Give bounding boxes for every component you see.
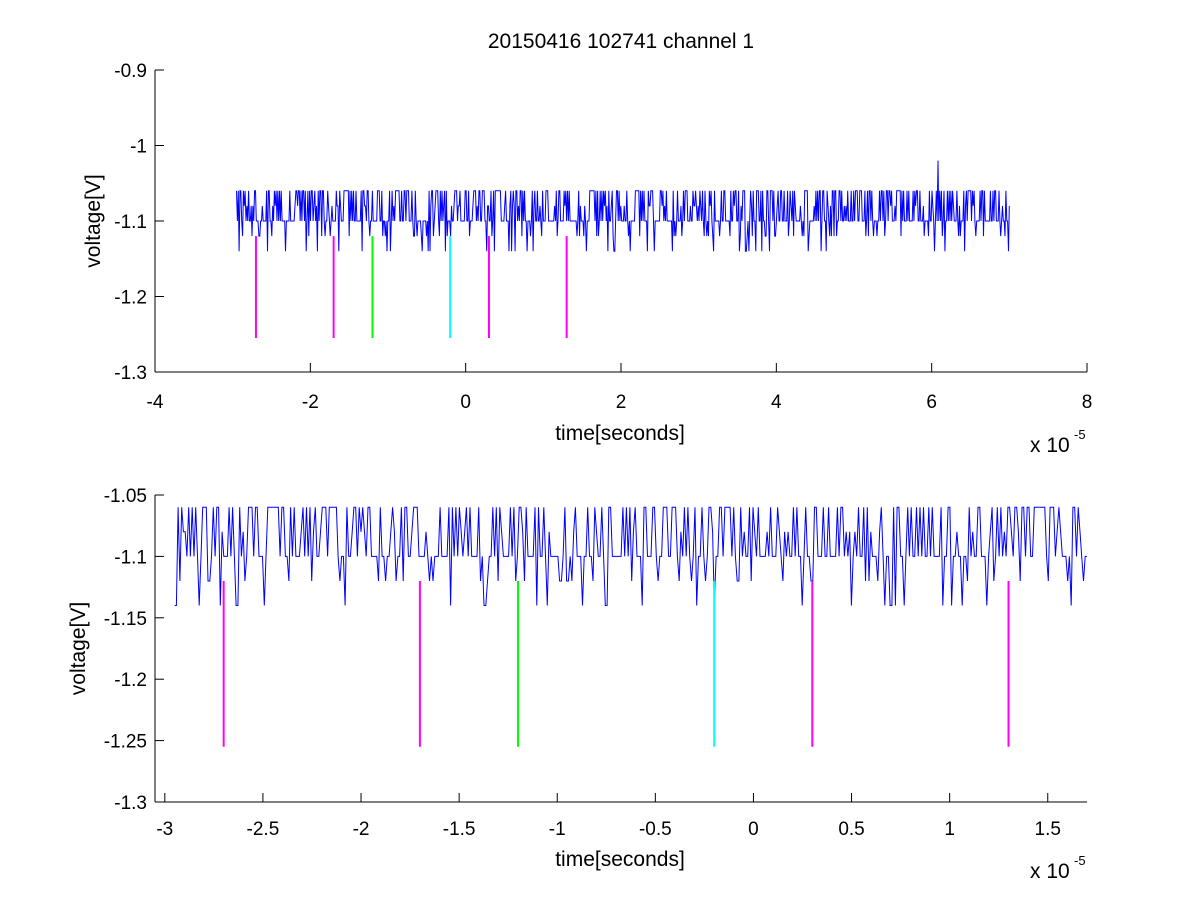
- y-tick-label: -0.9: [114, 61, 147, 82]
- signal-series-line: [236, 160, 1010, 252]
- y-tick-label: -1.3: [114, 793, 147, 814]
- x-axis-exponent-superscript: -5: [1074, 853, 1086, 868]
- x-tick-label: 8: [1082, 392, 1093, 413]
- x-tick-label: 0: [460, 392, 471, 413]
- x-tick-label: -3: [156, 819, 173, 840]
- y-axis-label: voltage[V]: [82, 174, 105, 267]
- y-tick-label: -1: [130, 137, 147, 158]
- x-tick-label: 1: [944, 819, 955, 840]
- y-tick-label: -1.1: [114, 212, 147, 233]
- y-tick-label: -1.3: [114, 363, 147, 384]
- x-tick-label: 0: [748, 819, 759, 840]
- x-tick-label: -1.5: [443, 819, 476, 840]
- y-tick-label: -1.2: [114, 670, 147, 691]
- x-axis-exponent-superscript: -5: [1074, 427, 1086, 442]
- y-tick-label: -1.15: [104, 609, 147, 630]
- x-tick-label: -1: [549, 819, 566, 840]
- x-tick-label: -2.5: [247, 819, 280, 840]
- x-tick-label: 6: [926, 392, 937, 413]
- x-tick-label: 2: [616, 392, 627, 413]
- signal-series-line: [174, 506, 1087, 606]
- x-tick-label: 4: [771, 392, 782, 413]
- y-tick-label: -1.25: [104, 732, 147, 753]
- y-tick-label: -1.1: [114, 547, 147, 568]
- x-tick-label: -2: [302, 392, 319, 413]
- y-tick-label: -1.2: [114, 288, 147, 309]
- y-tick-label: -1.05: [104, 486, 147, 507]
- x-axis-exponent-label: x 10: [1030, 860, 1070, 883]
- x-tick-label: 0.5: [838, 819, 864, 840]
- bottom-plot: -3 -2.5 -2 -1.5 -1 -0.5 0 0.5 1 1.5 -1.3 -1.25 -1.2 -…: [67, 486, 1087, 883]
- top-plot: -4 -2 0 2 4 6 8 -1.3 -1.2 -1.1 -1 -0.9 time[seconds]…: [82, 61, 1092, 457]
- x-tick-label: -4: [147, 392, 164, 413]
- x-tick-label: -2: [353, 819, 370, 840]
- x-axis-label: time[seconds]: [555, 848, 685, 871]
- y-axis-label: voltage[V]: [67, 602, 90, 695]
- x-axis-exponent-label: x 10: [1030, 434, 1070, 457]
- x-tick-label: 1.5: [1035, 819, 1061, 840]
- x-tick-label: -0.5: [639, 819, 672, 840]
- x-axis-label: time[seconds]: [555, 422, 685, 445]
- chart-title: 20150416 102741 channel 1: [488, 30, 754, 53]
